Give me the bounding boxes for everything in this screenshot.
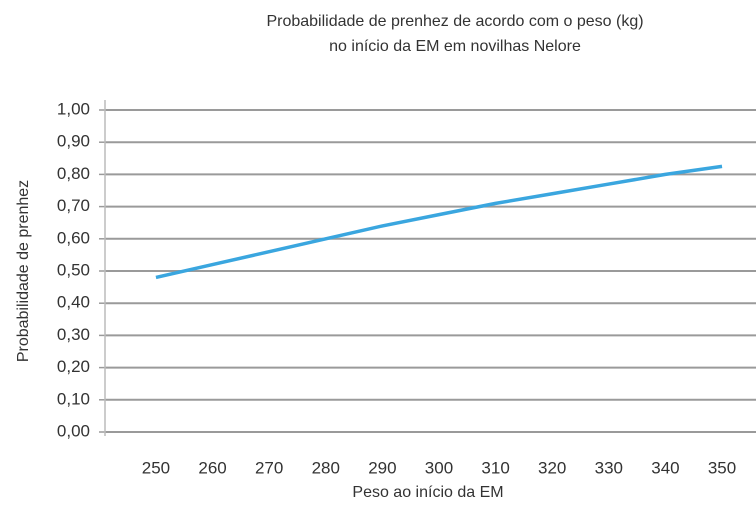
x-tick-label: 310 — [481, 458, 509, 477]
y-tick-label: 0,90 — [57, 132, 90, 151]
x-tick-label: 300 — [425, 458, 453, 477]
x-axis-label: Peso ao início da EM — [352, 484, 503, 501]
data-line — [155, 164, 723, 280]
x-tick-label: 290 — [368, 458, 396, 477]
y-tick-label: 0,40 — [57, 293, 90, 312]
x-tick-label: 250 — [142, 458, 170, 477]
y-tick-label: 0,00 — [57, 421, 90, 440]
y-tick-label: 0,70 — [57, 196, 90, 215]
y-tick-label: 0,10 — [57, 389, 90, 408]
y-tick-label: 0,20 — [57, 357, 90, 376]
y-tick-label: 0,30 — [57, 325, 90, 344]
y-axis-label: Probabilidade de prenhez — [15, 180, 32, 362]
x-tick-label: 350 — [708, 458, 736, 477]
x-tick-label: 260 — [198, 458, 226, 477]
x-tick-label: 330 — [595, 458, 623, 477]
y-tick-label: 0,80 — [57, 164, 90, 183]
x-tick-label: 320 — [538, 458, 566, 477]
chart-title: Probabilidade de prenhez de acordo com o… — [266, 13, 643, 30]
y-tick-label: 0,60 — [57, 228, 90, 247]
x-tick-label: 270 — [255, 458, 283, 477]
y-tick-label: 0,50 — [57, 260, 90, 279]
y-tick-label: 1,00 — [57, 99, 90, 118]
x-tick-label: 340 — [651, 458, 679, 477]
chart-title: no início da EM em novilhas Nelore — [329, 38, 581, 55]
x-tick-label: 280 — [312, 458, 340, 477]
